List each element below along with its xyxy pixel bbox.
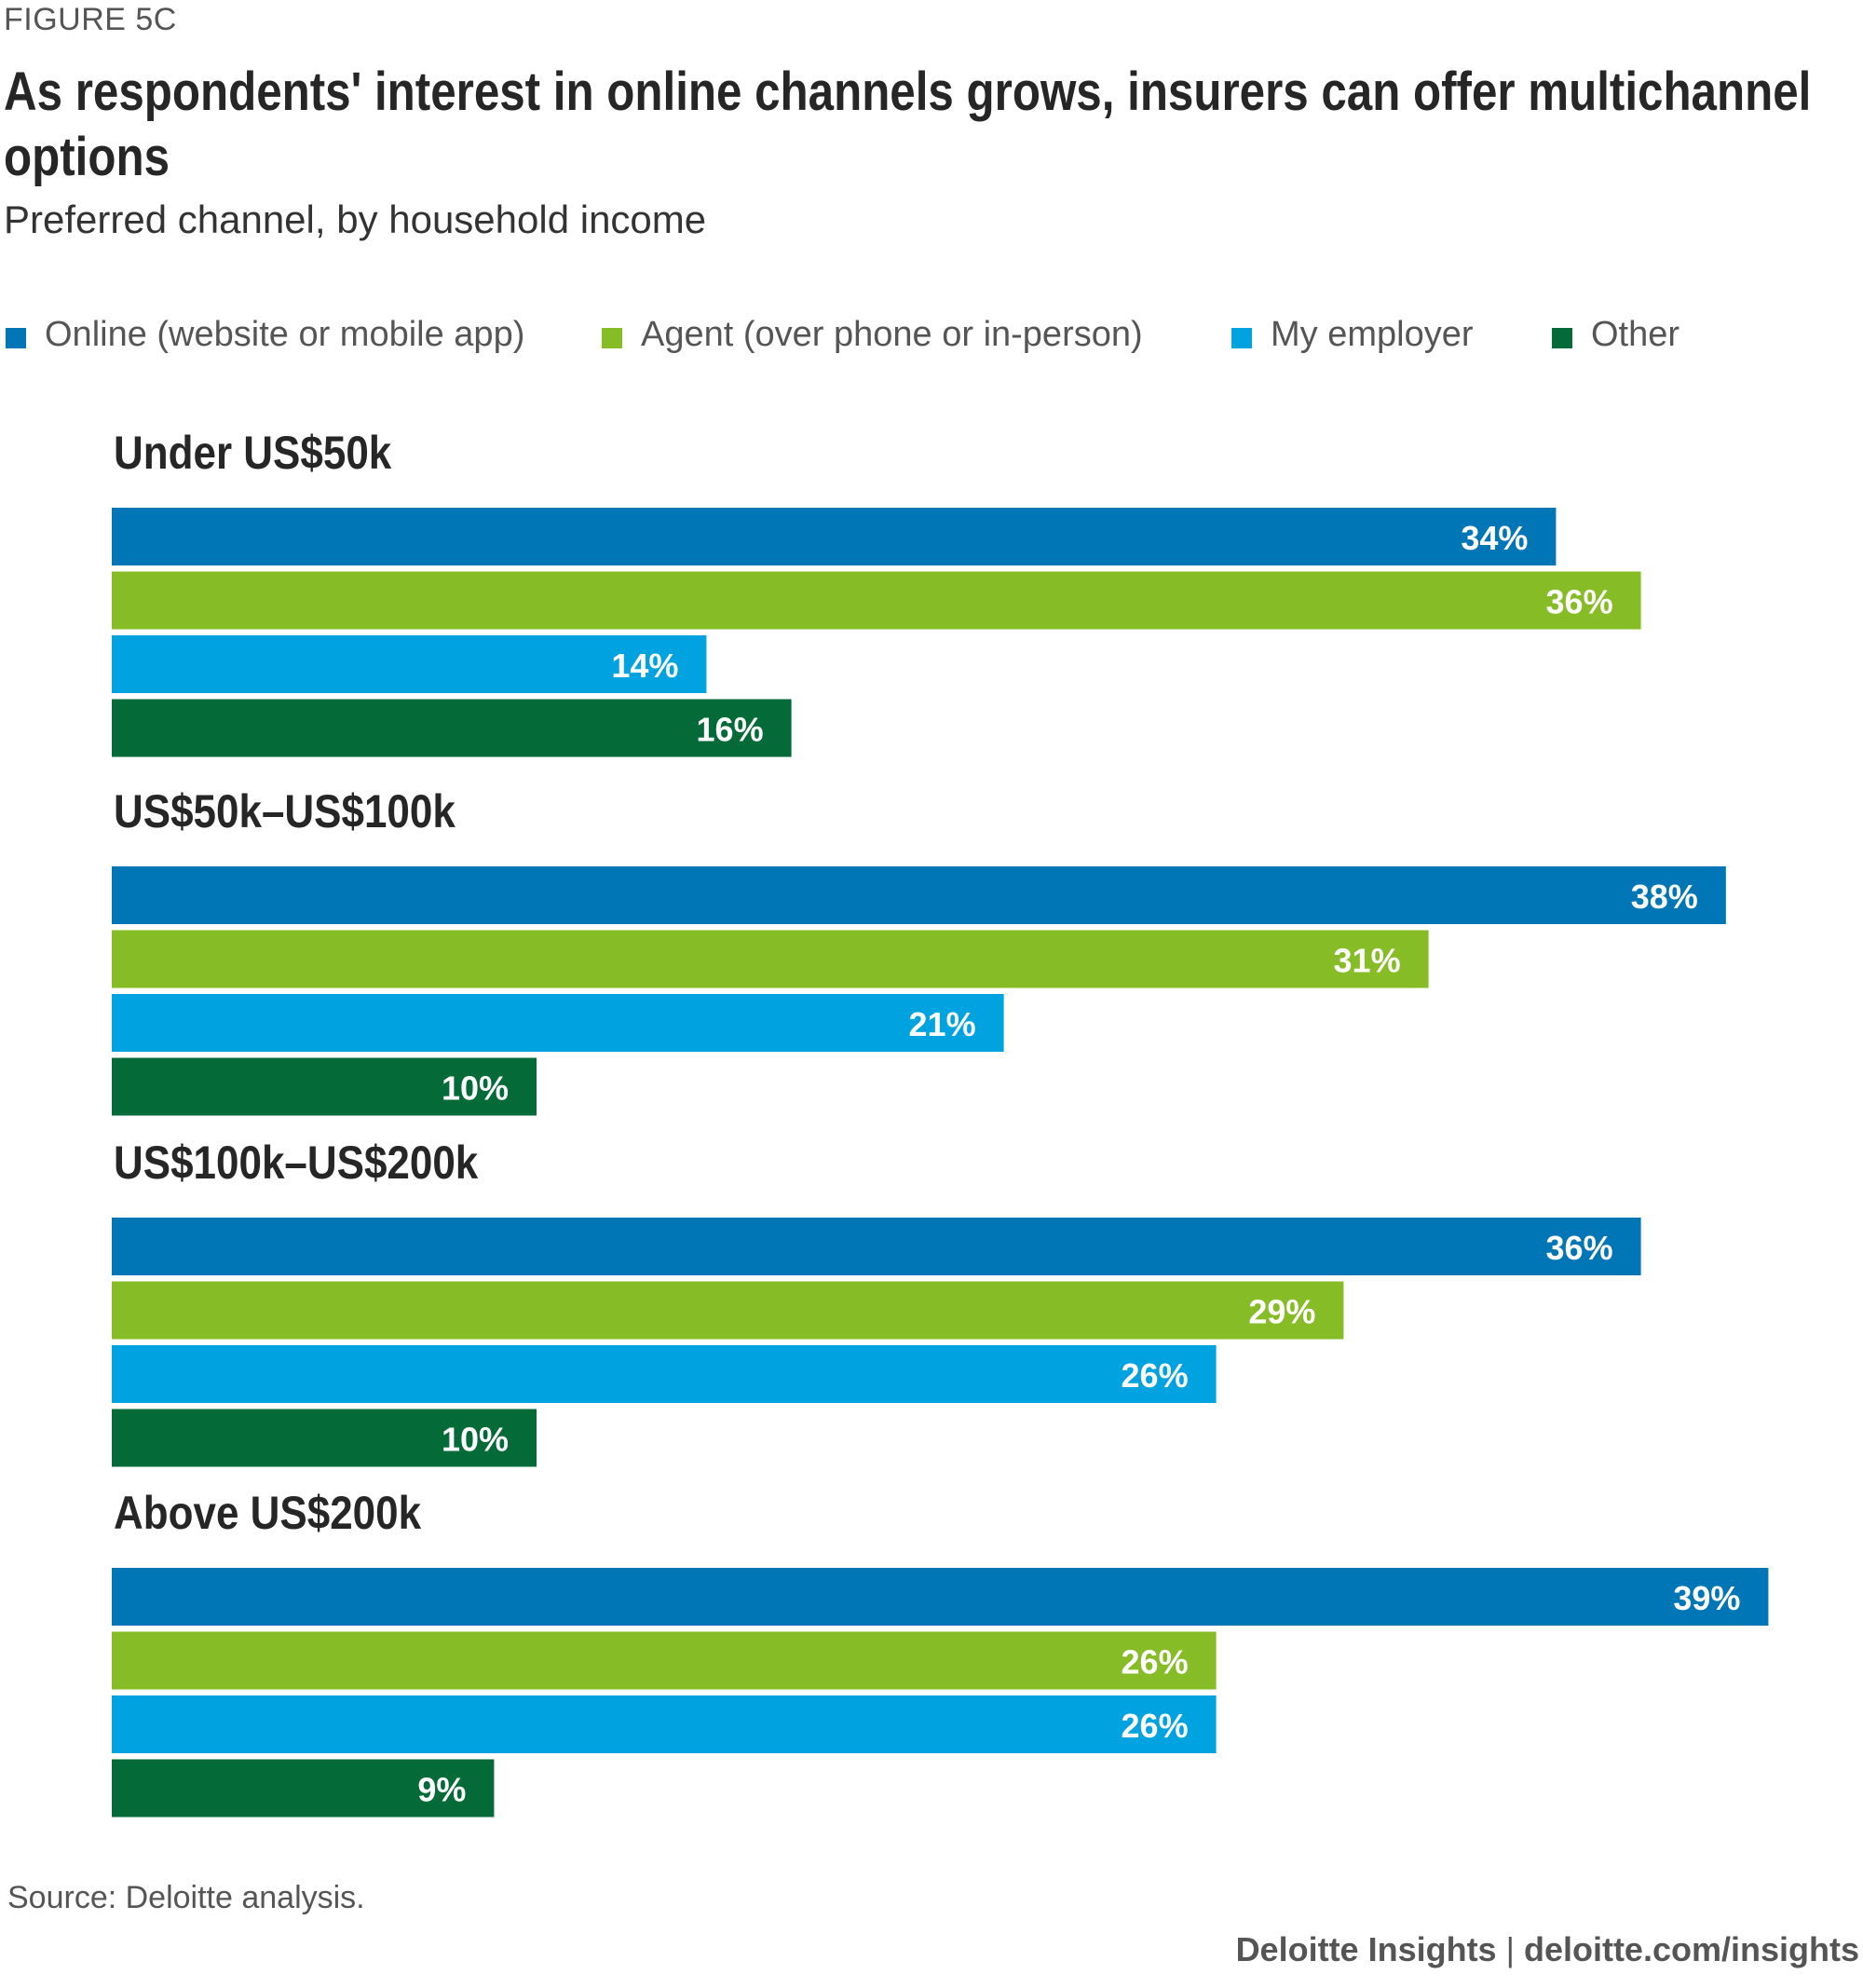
data-label: 39%: [1673, 1579, 1740, 1617]
legend-label-online: Online (website or mobile app): [45, 315, 525, 354]
data-label: 21%: [909, 1005, 976, 1043]
group-label: Under US$50k: [114, 426, 392, 478]
legend-swatch-employer: [1231, 328, 1252, 348]
bar-online: [112, 1218, 1641, 1275]
group-label: US$50k–US$100k: [114, 784, 456, 837]
legend-swatch-other: [1552, 328, 1572, 348]
legend-swatch-agent: [602, 328, 622, 348]
data-label: 38%: [1631, 878, 1698, 916]
bar-online: [112, 1568, 1769, 1626]
legend-label-agent: Agent (over phone or in-person): [641, 315, 1143, 354]
data-label: 10%: [442, 1421, 509, 1459]
footer-brand: Deloitte Insights | deloitte.com/insights: [1236, 1930, 1859, 1969]
brand-separator: |: [1505, 1930, 1515, 1968]
source-note: Source: Deloitte analysis.: [7, 1880, 365, 1915]
bar-agent: [112, 1281, 1344, 1340]
bar-agent: [112, 571, 1641, 630]
data-label: 10%: [442, 1069, 509, 1108]
data-label: 36%: [1546, 1229, 1613, 1267]
brand-url: deloitte.com/insights: [1523, 1930, 1859, 1968]
data-label: 29%: [1248, 1293, 1315, 1331]
bar-employer: [112, 1695, 1217, 1753]
bar-online: [112, 508, 1557, 565]
bar-other: [112, 1057, 537, 1116]
bar-other: [112, 699, 792, 757]
data-label: 31%: [1334, 942, 1401, 980]
data-label: 34%: [1461, 519, 1528, 557]
group-label: Above US$200k: [114, 1486, 422, 1538]
data-label: 26%: [1122, 1707, 1189, 1745]
chart-title: As respondents' interest in online chann…: [4, 61, 1812, 187]
data-label: 14%: [611, 647, 678, 685]
bar-employer: [112, 994, 1004, 1052]
data-label: 16%: [697, 711, 764, 749]
bar-employer: [112, 635, 707, 693]
bar-agent: [112, 930, 1429, 988]
bar-online: [112, 866, 1726, 924]
bar-other: [112, 1759, 495, 1818]
data-label: 26%: [1122, 1356, 1189, 1395]
bar-employer: [112, 1345, 1217, 1403]
figure-label: FIGURE 5C: [4, 2, 177, 37]
chart-subtitle: Preferred channel, by household income: [4, 197, 707, 241]
bar-other: [112, 1409, 537, 1467]
legend-label-other: Other: [1591, 315, 1680, 354]
data-label: 36%: [1546, 583, 1613, 621]
group-label: US$100k–US$200k: [114, 1136, 479, 1188]
legend-label-employer: My employer: [1271, 315, 1474, 354]
bar-agent: [112, 1631, 1217, 1690]
legend-swatch-online: [6, 328, 26, 348]
data-label: 26%: [1122, 1643, 1189, 1682]
data-label: 9%: [417, 1771, 466, 1809]
brand-name: Deloitte Insights: [1235, 1930, 1497, 1968]
bar-chart: Under US$50k 34% 36% 14% 16% US$50k–US$100k 38…: [112, 426, 1769, 1818]
